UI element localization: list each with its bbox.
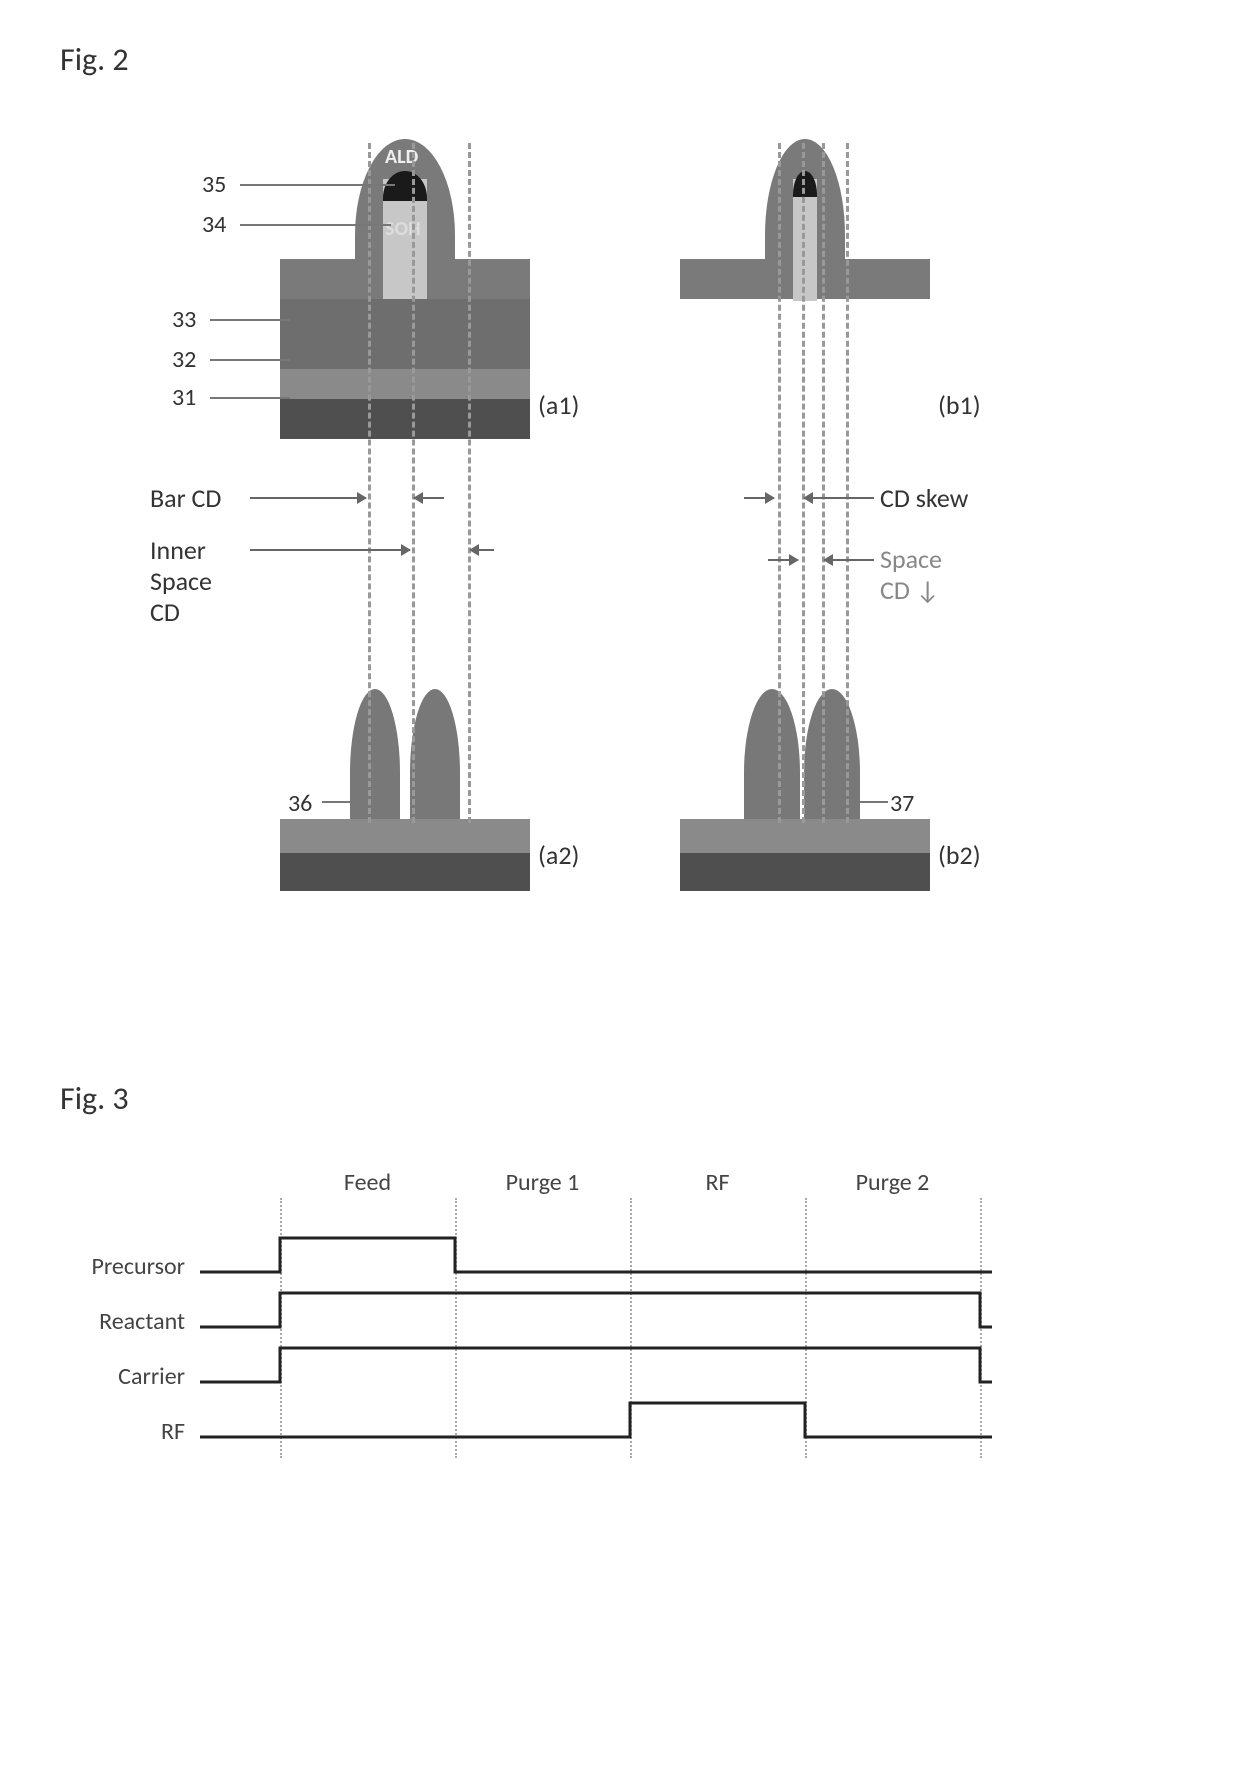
lead-34 xyxy=(240,224,391,226)
fig3-diagram: FeedPurge 1RFPurge 2PrecursorReactantCar… xyxy=(140,1168,1100,1468)
fig3-title: Fig. 3 xyxy=(60,1079,1180,1118)
fig2-title: Fig. 2 xyxy=(60,40,1180,79)
label-a2: (a2) xyxy=(538,839,579,871)
signal-carrier xyxy=(200,1348,992,1382)
lead-31 xyxy=(210,397,290,399)
lead-32 xyxy=(210,359,290,361)
lead-33 xyxy=(210,319,290,321)
ref-31: 31 xyxy=(172,383,196,412)
arr-bar-l xyxy=(250,497,366,499)
ref-37: 37 xyxy=(890,789,914,818)
layer-31 xyxy=(280,399,530,439)
signal-reactant xyxy=(200,1293,992,1327)
layer-32 xyxy=(280,369,530,399)
arr-inn-l xyxy=(250,549,410,551)
base-32 xyxy=(680,819,930,853)
label-b2: (b2) xyxy=(938,839,981,871)
lead-35 xyxy=(240,184,395,186)
arr-bar-r xyxy=(414,497,444,499)
ref-32: 32 xyxy=(172,345,196,374)
arr-sc-l xyxy=(768,559,798,561)
signal-label: Precursor xyxy=(45,1252,185,1281)
layer-33 xyxy=(280,299,530,369)
signal-precursor xyxy=(200,1238,992,1272)
arr-sc-r xyxy=(824,559,874,561)
signal-rf xyxy=(200,1403,992,1437)
ref-33: 33 xyxy=(172,305,196,334)
spacer-right xyxy=(804,689,860,829)
dash-a-0 xyxy=(368,143,371,823)
ref-35: 35 xyxy=(202,170,226,199)
dash-a-2 xyxy=(468,143,471,823)
dash-b-1 xyxy=(802,143,805,823)
spacer-left xyxy=(350,689,400,829)
ref-36: 36 xyxy=(288,789,312,818)
ref-34: 34 xyxy=(202,210,226,239)
label-space-cd: Space CD ↓ xyxy=(880,544,942,606)
arr-sk-l xyxy=(744,497,774,499)
signal-label: Reactant xyxy=(45,1307,185,1336)
label-b1: (b1) xyxy=(938,389,981,421)
dash-b-2 xyxy=(822,143,825,823)
base-31 xyxy=(280,853,530,891)
signal-label: Carrier xyxy=(45,1362,185,1391)
dash-b-0 xyxy=(778,143,781,823)
lead-36 xyxy=(322,801,356,803)
base-32 xyxy=(280,819,530,853)
spacer-right xyxy=(410,689,460,829)
base-31 xyxy=(680,853,930,891)
soh-core xyxy=(793,179,817,301)
label-inner-cd: Inner Space CD xyxy=(150,535,212,629)
signal-label: RF xyxy=(45,1417,185,1446)
spacer-left xyxy=(744,689,800,829)
dash-a-1 xyxy=(412,143,415,823)
label-a1: (a1) xyxy=(538,389,579,421)
label-cd-skew: CD skew xyxy=(880,483,968,514)
fig2-diagram: ALDSOH(a1)(b1)(a2)(b2)35343332313637Bar … xyxy=(160,129,1060,979)
arr-sk-r xyxy=(804,497,874,499)
arr-inn-r xyxy=(470,549,494,551)
soh-label: SOH xyxy=(385,217,421,241)
lead-37 xyxy=(854,801,888,803)
dash-b-3 xyxy=(846,143,849,823)
label-bar-cd: Bar CD xyxy=(150,483,221,514)
